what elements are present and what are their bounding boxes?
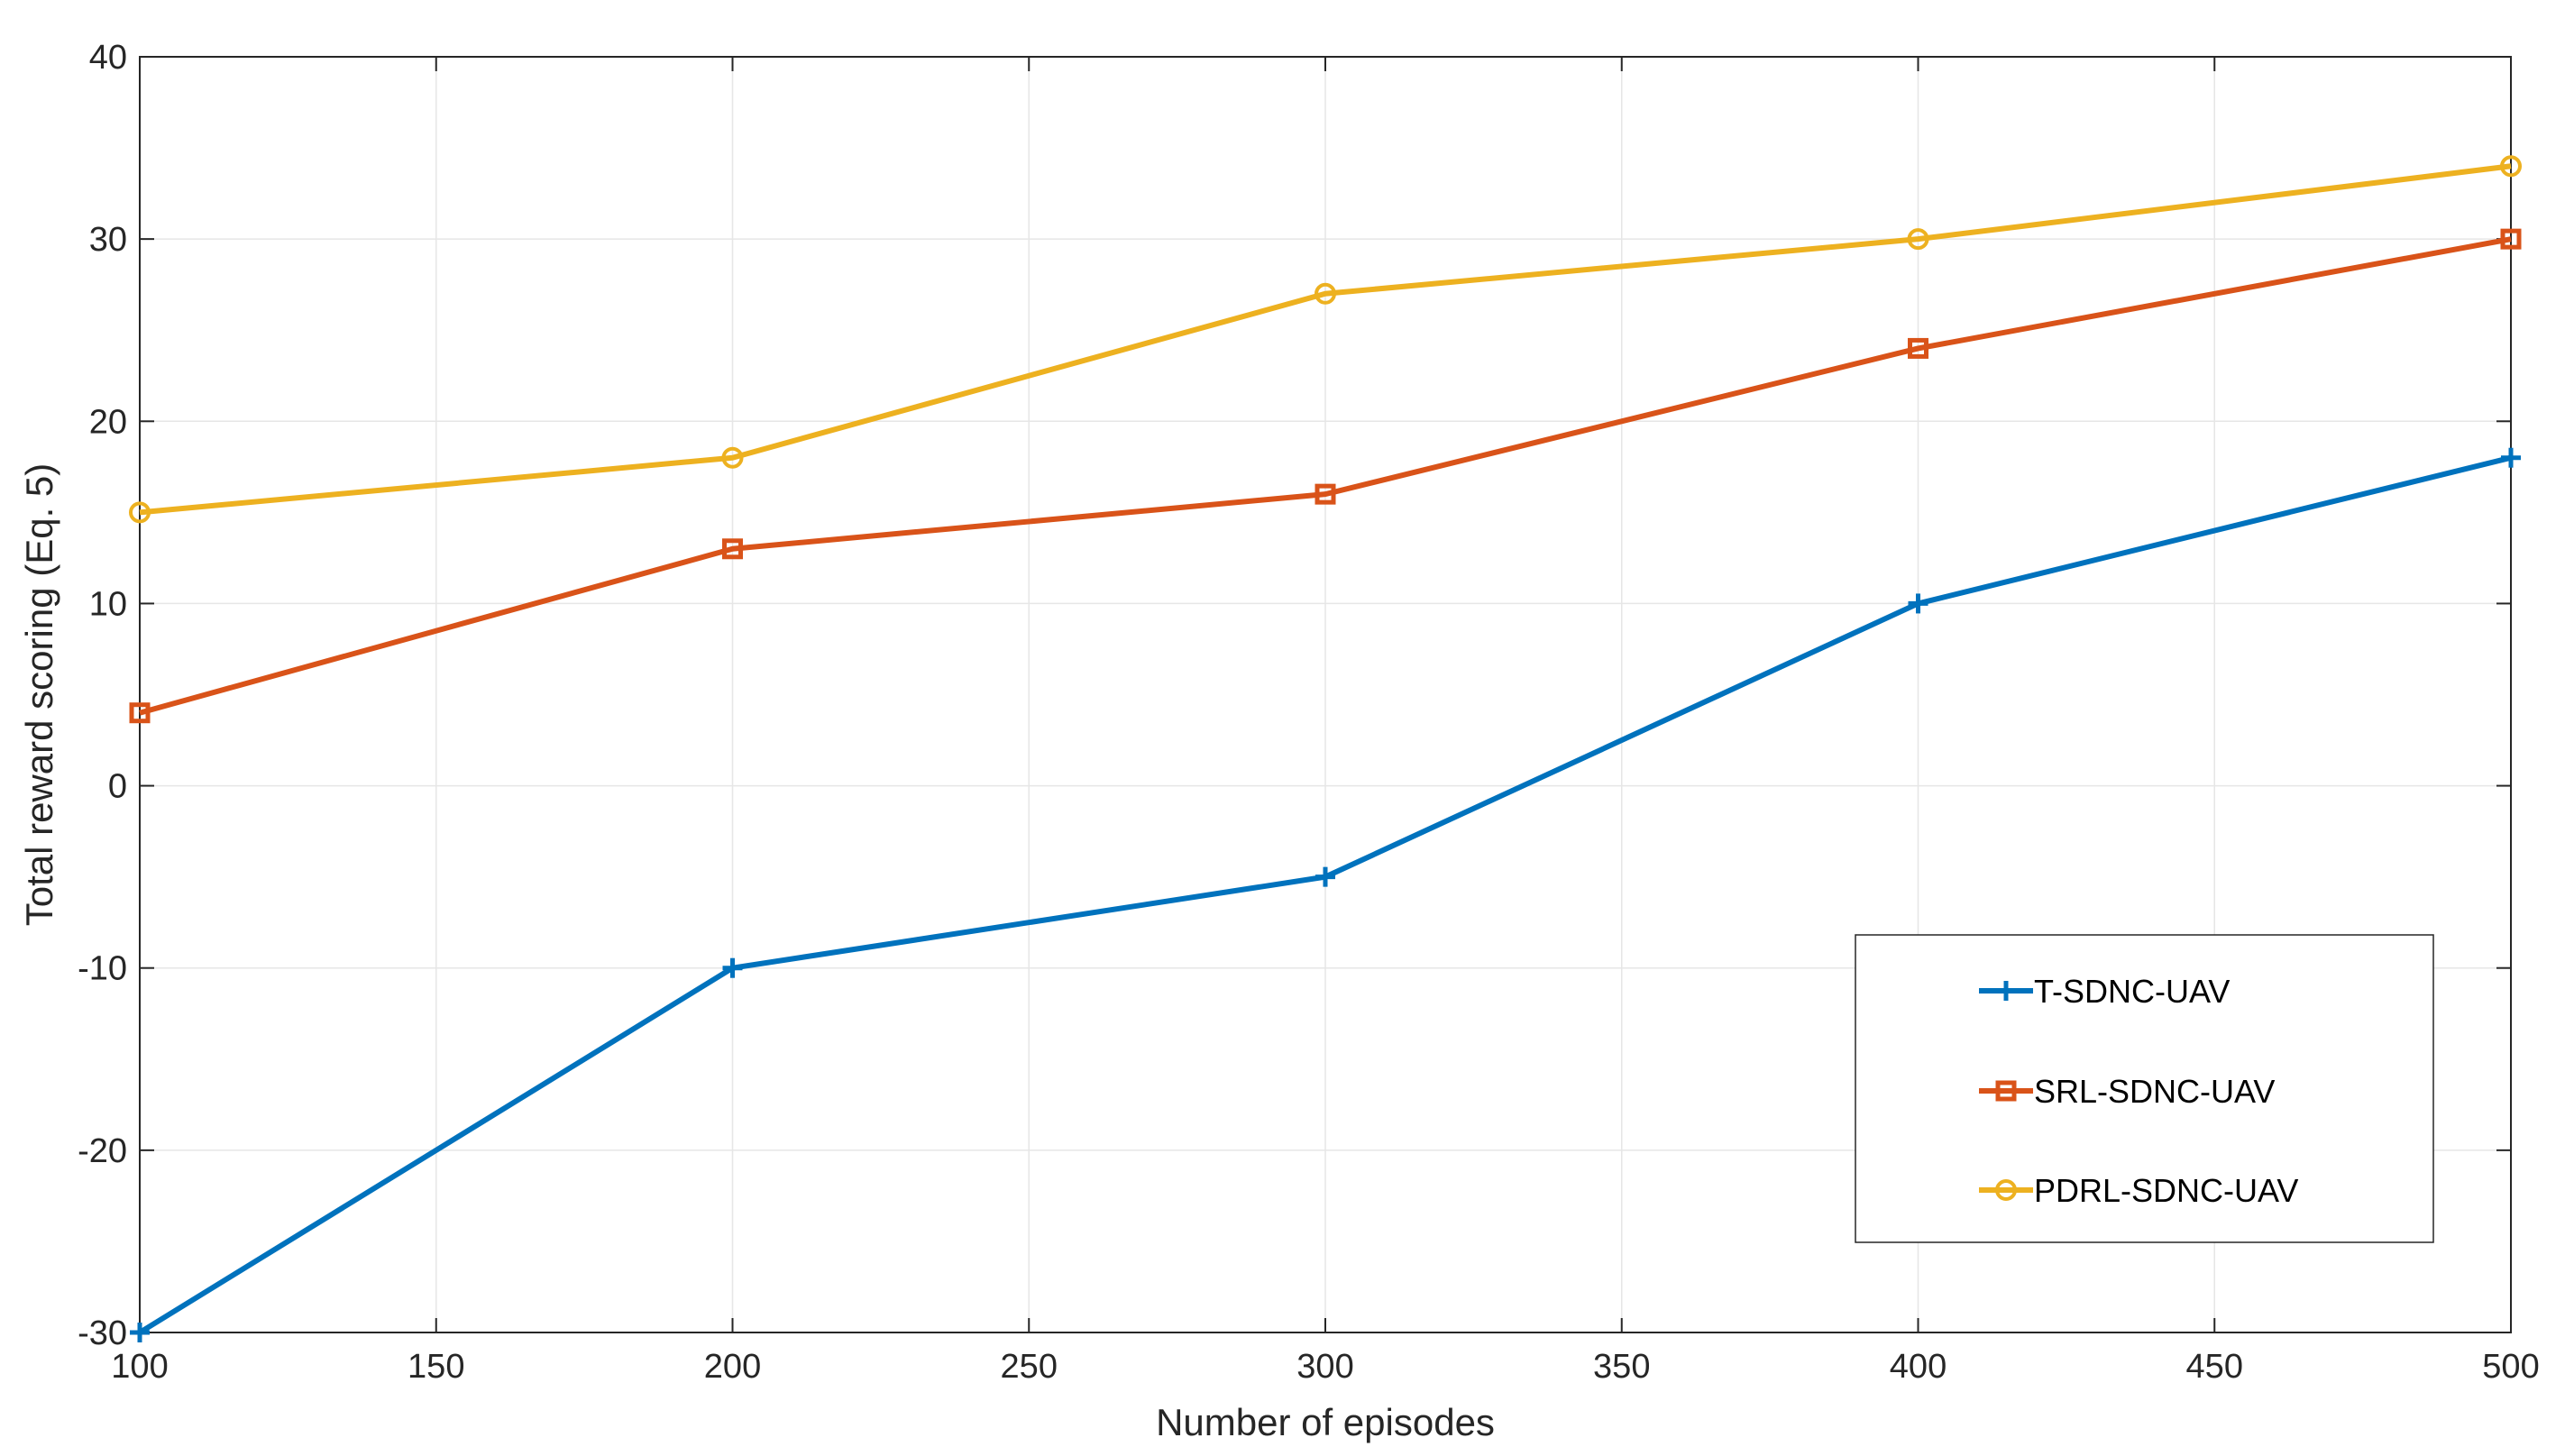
x-tick-label: 500 xyxy=(2482,1348,2539,1386)
data-point xyxy=(1315,866,1335,887)
x-tick-label: 150 xyxy=(408,1348,464,1386)
data-point xyxy=(722,957,743,978)
x-tick-label: 250 xyxy=(1001,1348,1058,1386)
series-2 xyxy=(129,228,2522,724)
data-point xyxy=(129,702,151,724)
y-tick-label: 10 xyxy=(89,585,127,623)
data-point xyxy=(1315,483,1336,505)
data-point xyxy=(721,446,744,469)
legend: T-SDNC-UAV SRL-SDNC-UAV PDRL-SDNC-UAV xyxy=(1855,934,2434,1243)
series-1 xyxy=(130,447,2521,1342)
y-tick-label: 20 xyxy=(89,403,127,441)
data-point xyxy=(1315,282,1336,305)
x-tick-label: 200 xyxy=(704,1348,761,1386)
legend-marker xyxy=(1995,1179,2017,1201)
x-axis-label: Number of episodes xyxy=(1156,1401,1495,1443)
data-point xyxy=(722,538,743,560)
y-tick-label: -30 xyxy=(78,1314,127,1352)
legend-label: T-SDNC-UAV xyxy=(2034,973,2230,1010)
data-point xyxy=(1908,593,1928,614)
data-point xyxy=(1907,228,1929,251)
x-tick-label: 400 xyxy=(1890,1348,1947,1386)
legend-item: T-SDNC-UAV xyxy=(1979,973,2230,1010)
data-point xyxy=(2500,228,2522,250)
series-3 xyxy=(129,155,2522,524)
legend-label: SRL-SDNC-UAV xyxy=(2034,1073,2275,1110)
legend-box xyxy=(1855,934,2434,1243)
legend-item: SRL-SDNC-UAV xyxy=(1979,1073,2275,1110)
y-tick-label: -10 xyxy=(78,950,127,988)
data-point xyxy=(2501,447,2521,468)
x-tick-label: 300 xyxy=(1296,1348,1353,1386)
y-tick-label: 0 xyxy=(108,768,127,806)
data-point xyxy=(130,1323,150,1342)
x-axis-ticks: 100 150 200 250 300 350 400 450 500 xyxy=(111,57,2540,1386)
x-tick-label: 450 xyxy=(2186,1348,2243,1386)
x-tick-label: 350 xyxy=(1593,1348,1650,1386)
y-tick-label: -20 xyxy=(78,1132,127,1170)
y-axis-label: Total reward scoring (Eq. 5) xyxy=(18,463,60,927)
series-line xyxy=(139,236,2512,716)
data-point xyxy=(129,501,151,524)
data-point xyxy=(2500,155,2522,178)
legend-label: PDRL-SDNC-UAV xyxy=(2034,1172,2298,1209)
y-tick-label: 40 xyxy=(89,39,127,77)
legend-item: PDRL-SDNC-UAV xyxy=(1979,1172,2298,1209)
series-line xyxy=(139,163,2512,516)
x-tick-label: 100 xyxy=(111,1348,168,1386)
legend-marker xyxy=(1995,1080,2017,1102)
data-point xyxy=(1908,337,1928,359)
series-group xyxy=(129,155,2522,1342)
legend-marker xyxy=(1996,981,2016,1001)
y-axis-ticks: -30 -20 -10 0 10 20 30 40 xyxy=(78,39,2511,1352)
y-tick-label: 30 xyxy=(89,221,127,259)
